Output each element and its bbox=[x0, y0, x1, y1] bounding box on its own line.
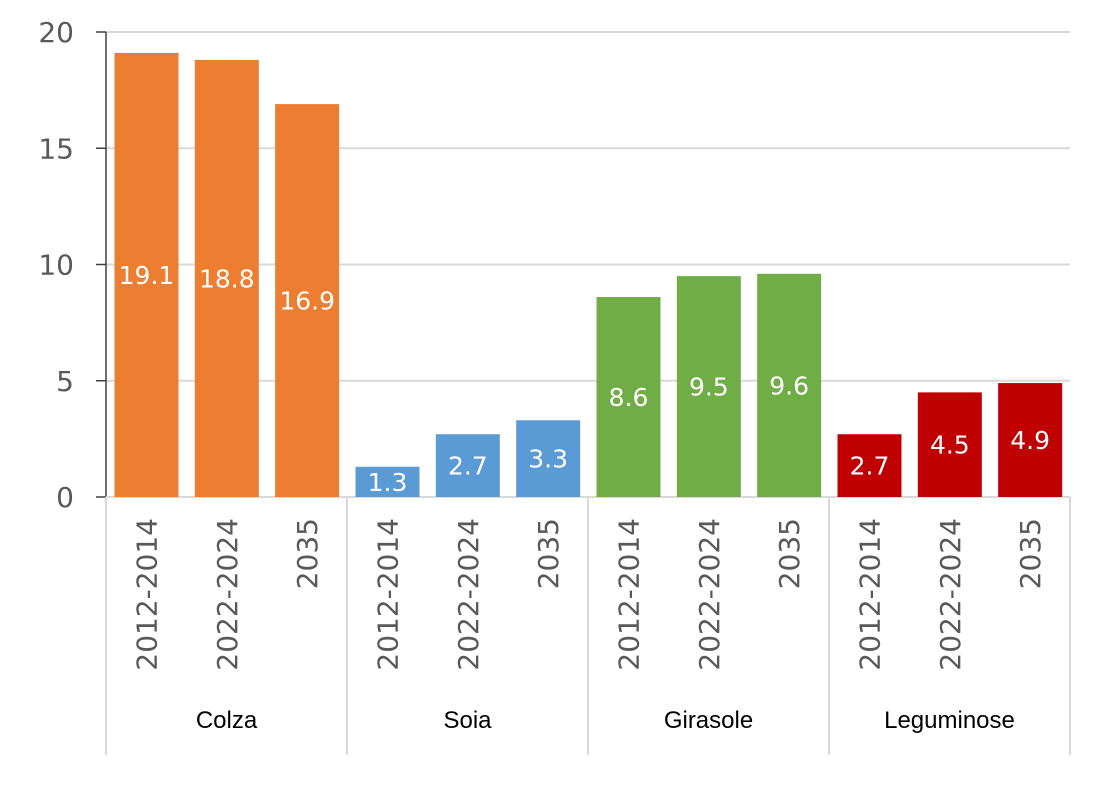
bar-leguminose-2022-2024 bbox=[917, 392, 982, 497]
y-tick-label: 20 bbox=[38, 16, 74, 49]
x-category-label: 2022-2024 bbox=[693, 518, 726, 671]
data-label: 4.9 bbox=[1010, 426, 1050, 455]
x-category-label: 2035 bbox=[532, 518, 565, 589]
data-label: 4.5 bbox=[930, 431, 970, 460]
data-label: 19.1 bbox=[119, 261, 175, 290]
y-tick-label: 10 bbox=[38, 249, 74, 282]
bar-soia-2012-2014 bbox=[355, 466, 420, 497]
data-label: 9.6 bbox=[769, 371, 809, 400]
data-label: 3.3 bbox=[528, 445, 568, 474]
group-label: Colza bbox=[196, 707, 258, 734]
x-category-label: 2035 bbox=[1014, 518, 1047, 589]
group-label: Girasole bbox=[664, 707, 753, 734]
bar-girasole-2012-2014 bbox=[596, 297, 661, 497]
x-category-label: 2035 bbox=[773, 518, 806, 589]
data-label: 2.7 bbox=[448, 452, 488, 481]
x-category-label: 2012-2014 bbox=[131, 518, 164, 671]
bar-girasole-2022-2024 bbox=[676, 276, 741, 497]
bar-leguminose-2012-2014 bbox=[837, 434, 902, 497]
data-label: 9.5 bbox=[689, 373, 729, 402]
data-label: 16.9 bbox=[279, 287, 335, 316]
bar-colza-2035 bbox=[275, 104, 340, 497]
x-category-label: 2012-2014 bbox=[372, 518, 405, 671]
group-label: Leguminose bbox=[884, 707, 1015, 734]
bar-girasole-2035 bbox=[757, 273, 822, 497]
y-tick-label: 15 bbox=[38, 132, 74, 165]
x-category-label: 2022-2024 bbox=[934, 518, 967, 671]
data-label: 1.3 bbox=[368, 468, 408, 497]
x-category-label: 2012-2014 bbox=[613, 518, 646, 671]
data-label: 8.6 bbox=[609, 383, 649, 412]
x-category-label: 2022-2024 bbox=[211, 518, 244, 671]
bar-colza-2012-2014 bbox=[114, 52, 179, 498]
y-tick-label: 0 bbox=[56, 481, 74, 514]
bar-soia-2035 bbox=[516, 420, 581, 497]
bar-colza-2022-2024 bbox=[194, 59, 259, 498]
bar-soia-2022-2024 bbox=[435, 434, 500, 497]
data-label: 18.8 bbox=[199, 264, 255, 293]
bar-leguminose-2035 bbox=[998, 383, 1063, 497]
y-tick-label: 5 bbox=[56, 365, 74, 398]
data-label: 2.7 bbox=[850, 452, 890, 481]
group-label: Soia bbox=[443, 707, 492, 734]
x-category-label: 2035 bbox=[291, 518, 324, 589]
x-category-label: 2012-2014 bbox=[854, 518, 887, 671]
x-category-label: 2022-2024 bbox=[452, 518, 485, 671]
